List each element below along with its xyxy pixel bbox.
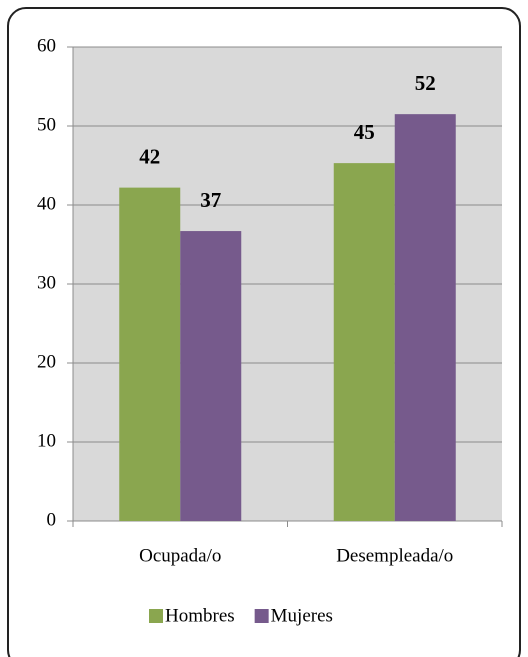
x-tick-label: Desempleada/o: [336, 545, 453, 566]
y-tick-label: 30: [37, 272, 56, 293]
y-tick-label: 60: [37, 35, 56, 56]
legend-label: Hombres: [165, 605, 235, 626]
value-label: 42: [139, 144, 160, 168]
y-tick-label: 0: [47, 509, 57, 530]
x-tick-label: Ocupada/o: [139, 545, 221, 566]
y-tick-label: 10: [37, 430, 56, 451]
legend-label: Mujeres: [271, 605, 333, 626]
bar: [119, 187, 181, 521]
value-label: 37: [200, 188, 221, 212]
legend-swatch: [254, 609, 269, 623]
legend-swatch: [149, 609, 163, 623]
bar: [333, 163, 395, 521]
value-label: 52: [415, 71, 436, 95]
value-label: 45: [354, 120, 375, 144]
bar: [180, 231, 242, 521]
y-tick-label: 20: [37, 351, 56, 372]
y-tick-label: 40: [37, 193, 56, 214]
y-tick-label: 50: [37, 114, 56, 135]
bar: [394, 114, 456, 522]
